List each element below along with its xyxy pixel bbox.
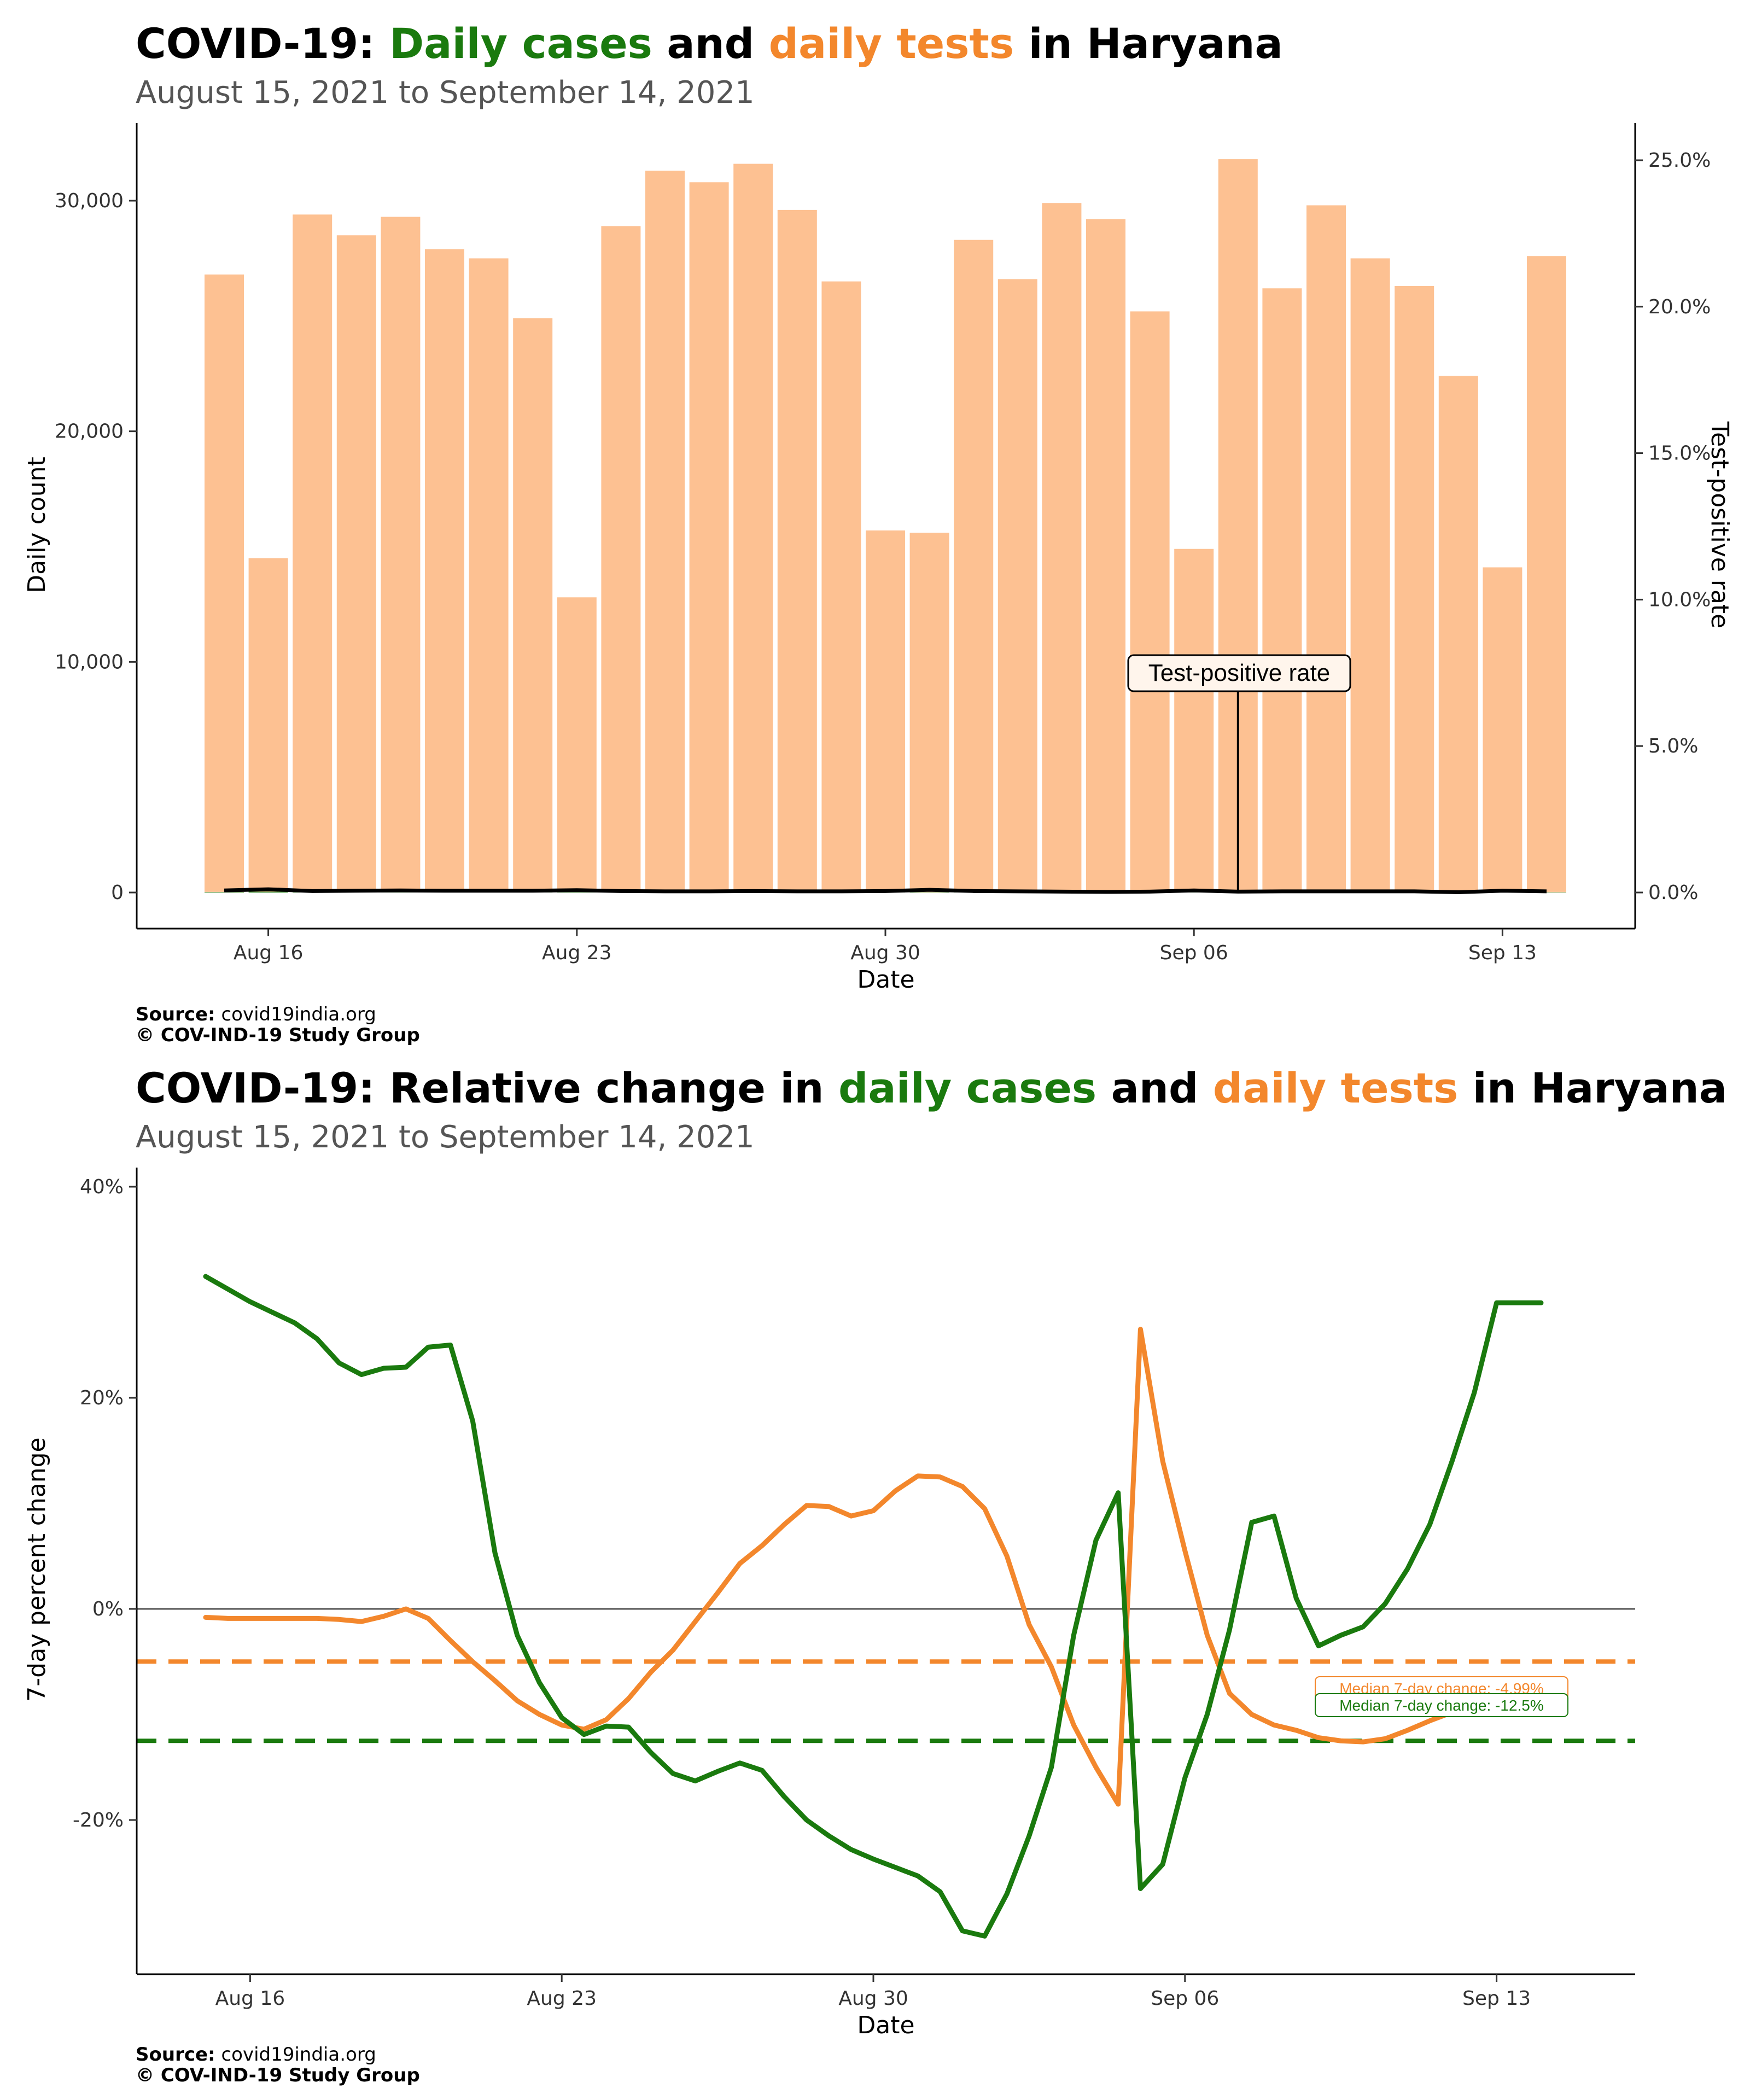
bar-daily-tests xyxy=(1174,549,1214,892)
bar-daily-tests xyxy=(205,274,244,892)
x-tick-label: Sep 06 xyxy=(1151,1987,1219,2010)
bar-daily-tests xyxy=(1306,205,1346,892)
bar-daily-tests xyxy=(381,217,421,893)
chart1-title-cases: Daily cases xyxy=(389,19,652,68)
daily-tests-change-line xyxy=(203,1327,1544,1807)
bar-daily-tests xyxy=(293,214,332,892)
bar-daily-tests xyxy=(689,182,729,893)
bar-daily-tests xyxy=(645,171,685,892)
test-positive-rate-line xyxy=(224,887,1547,894)
bar-daily-tests xyxy=(909,533,949,892)
chart1-subtitle: August 15, 2021 to September 14, 2021 xyxy=(136,75,755,110)
x-tick-label: Aug 23 xyxy=(527,1987,597,2010)
y-tick-label: 40% xyxy=(80,1176,124,1198)
chart1-y2-axis-label: Test-positive rate xyxy=(1706,421,1734,628)
chart1-plot: Test-positive rate 0 10,000 20,000 30,000 0.0… xyxy=(55,123,1711,964)
x-tick-label: Aug 16 xyxy=(234,942,304,964)
y-tick-label: 30,000 xyxy=(55,190,124,212)
chart2-source-text: covid19india.org xyxy=(215,2044,376,2066)
chart2-title-cases: daily cases xyxy=(838,1064,1096,1112)
chart1-source-text: covid19india.org xyxy=(215,1004,376,1025)
x-tick-label: Sep 06 xyxy=(1160,942,1228,964)
chart2-title-and: and xyxy=(1096,1064,1213,1112)
bar-daily-tests xyxy=(1262,288,1302,892)
y-tick-label: 10,000 xyxy=(55,651,124,673)
median-cases-label-box xyxy=(1315,1693,1568,1717)
chart1-title-suffix: in Haryana xyxy=(1014,19,1283,68)
y-tick-label: 20,000 xyxy=(55,421,124,443)
bar-daily-tests xyxy=(821,281,861,893)
bar-daily-tests xyxy=(998,279,1037,892)
chart1-x-axis-label: Date xyxy=(857,966,914,994)
x-tick-label: Aug 23 xyxy=(542,942,612,964)
chart1-title-tests: daily tests xyxy=(769,19,1014,68)
chart1-title: COVID-19: Daily cases and daily tests in… xyxy=(136,19,1283,68)
chart1-copyright: © COV-IND-19 Study Group xyxy=(136,1024,420,1046)
chart2-y-axis-label: 7-day percent change xyxy=(23,1437,51,1701)
bar-daily-tests xyxy=(1395,286,1434,893)
chart2-subtitle: August 15, 2021 to September 14, 2021 xyxy=(136,1119,755,1155)
y-tick-label: 20% xyxy=(80,1387,124,1409)
bar-daily-tests xyxy=(866,530,905,892)
bar-daily-tests xyxy=(1130,311,1170,892)
bar-daily-tests xyxy=(954,240,994,892)
y-tick-label: -20% xyxy=(73,1809,124,1831)
bar-daily-tests xyxy=(513,318,553,892)
chart2-title-tests: daily tests xyxy=(1213,1064,1458,1112)
bar-daily-tests xyxy=(1483,567,1522,892)
chart2-x-axis-label: Date xyxy=(857,2011,914,2039)
bar-daily-tests xyxy=(1438,376,1478,892)
bar-daily-tests xyxy=(469,258,509,893)
x-tick-label: Aug 16 xyxy=(215,1987,285,2010)
chart1-title-and: and xyxy=(652,19,769,68)
chart2-copyright: © COV-IND-19 Study Group xyxy=(136,2064,420,2086)
bar-daily-tests xyxy=(1350,258,1390,893)
chart2-plot: Median 7-day change: -4.99%Median 7-day … xyxy=(73,1168,1635,2010)
annotation-label: Test-positive rate xyxy=(1148,660,1331,686)
y2-tick-label: 15.0% xyxy=(1648,442,1711,465)
chart1-source-label: Source: xyxy=(136,1004,215,1025)
bar-daily-tests xyxy=(733,164,773,892)
bar-daily-tests xyxy=(1086,219,1125,892)
chart2-source-label: Source: xyxy=(136,2044,215,2066)
bar-daily-tests xyxy=(248,558,288,892)
annotation-box xyxy=(1127,654,1351,692)
chart2-title: COVID-19: Relative change in daily cases… xyxy=(136,1064,1727,1112)
y2-tick-label: 0.0% xyxy=(1648,882,1698,904)
chart1-y-axis-label: Daily count xyxy=(23,457,51,593)
x-tick-label: Sep 13 xyxy=(1468,942,1537,964)
bar-daily-tests xyxy=(336,235,376,892)
chart2-source: Source: covid19india.org xyxy=(136,2044,376,2066)
chart1-source: Source: covid19india.org xyxy=(136,1004,376,1025)
daily-cases-change-line xyxy=(203,1274,1544,1939)
x-tick-label: Aug 30 xyxy=(838,1987,908,2010)
bar-daily-tests xyxy=(1527,256,1566,893)
bar-daily-tests xyxy=(557,597,597,892)
bar-daily-tests xyxy=(425,249,464,892)
chart1-title-prefix: COVID-19: xyxy=(136,19,389,68)
bar-daily-tests xyxy=(777,209,817,892)
bar-daily-tests xyxy=(601,226,641,893)
x-tick-label: Aug 30 xyxy=(850,942,920,964)
median-cases-label: Median 7-day change: -12.5% xyxy=(1339,1697,1544,1714)
chart2-title-suffix: in Haryana xyxy=(1458,1064,1727,1112)
x-tick-label: Sep 13 xyxy=(1462,1987,1531,2010)
y2-tick-label: 10.0% xyxy=(1648,588,1711,611)
chart2-title-prefix: COVID-19: Relative change in xyxy=(136,1064,838,1112)
bar-daily-tests xyxy=(1042,203,1082,892)
y-tick-label: 0 xyxy=(111,882,124,904)
y2-tick-label: 25.0% xyxy=(1648,149,1711,172)
y-tick-label: 0% xyxy=(92,1598,124,1620)
y2-tick-label: 5.0% xyxy=(1648,735,1698,757)
y2-tick-label: 20.0% xyxy=(1648,296,1711,318)
